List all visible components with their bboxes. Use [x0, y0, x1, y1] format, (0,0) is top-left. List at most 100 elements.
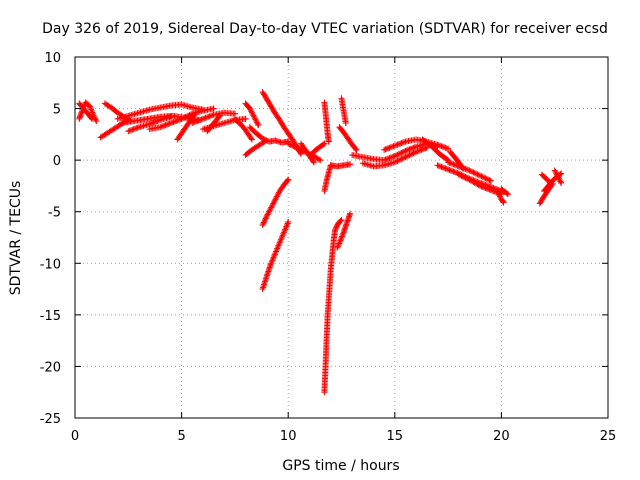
- data-point: [442, 144, 449, 151]
- data-point: [248, 136, 255, 143]
- data-point: [553, 170, 560, 177]
- data-point: [555, 174, 562, 181]
- data-point: [406, 146, 413, 153]
- x-tick-label: 10: [280, 429, 297, 444]
- data-point: [552, 168, 559, 175]
- data-point: [494, 188, 501, 195]
- data-point: [190, 112, 197, 119]
- data-point: [194, 117, 201, 124]
- data-point: [435, 162, 442, 169]
- data-point: [434, 162, 441, 169]
- data-point: [177, 116, 184, 123]
- data-point: [447, 160, 454, 167]
- data-point: [446, 159, 453, 166]
- data-point: [268, 204, 275, 211]
- series-arc-am: [498, 186, 511, 198]
- data-point: [271, 252, 278, 259]
- data-point: [394, 151, 401, 158]
- data-point: [248, 135, 255, 142]
- data-point: [79, 108, 86, 115]
- x-tick-label: 15: [387, 429, 404, 444]
- series-arc-b: [76, 99, 100, 124]
- data-point: [264, 211, 271, 218]
- data-point: [445, 159, 452, 166]
- data-point: [414, 148, 421, 155]
- data-point: [467, 168, 474, 175]
- data-point: [269, 257, 276, 264]
- data-point: [88, 107, 95, 114]
- data-point: [471, 170, 478, 177]
- data-point: [272, 249, 279, 256]
- data-point: [273, 193, 280, 200]
- data-point: [332, 225, 339, 232]
- data-point: [267, 205, 274, 212]
- data-point: [315, 156, 322, 163]
- data-point: [473, 170, 480, 177]
- data-point: [457, 172, 464, 179]
- data-point: [263, 212, 270, 219]
- data-point: [268, 260, 275, 267]
- data-point: [347, 210, 354, 217]
- data-point: [126, 127, 133, 134]
- series-arc-k: [199, 115, 249, 133]
- data-point: [401, 154, 408, 161]
- data-point: [161, 122, 168, 129]
- data-point: [337, 236, 344, 243]
- data-point: [289, 142, 296, 149]
- data-point: [317, 157, 324, 164]
- data-point: [393, 152, 400, 159]
- data-point: [386, 155, 393, 162]
- data-point: [398, 140, 405, 147]
- data-point: [276, 239, 283, 246]
- data-point: [167, 113, 174, 120]
- data-point: [475, 171, 482, 178]
- data-point: [268, 203, 275, 210]
- data-point: [162, 122, 169, 129]
- data-point: [382, 146, 389, 153]
- series-arc-ae: [359, 144, 430, 170]
- data-point: [462, 174, 469, 181]
- data-point: [198, 116, 205, 123]
- data-point: [274, 245, 281, 252]
- data-point: [251, 113, 258, 120]
- data-point: [443, 145, 450, 152]
- data-point: [275, 242, 282, 249]
- data-point: [87, 104, 94, 111]
- data-point: [395, 151, 402, 158]
- series-arc-s: [259, 219, 292, 293]
- data-point: [181, 114, 188, 121]
- data-point: [401, 148, 408, 155]
- data-point: [295, 145, 302, 152]
- data-point: [470, 169, 477, 176]
- data-point: [150, 119, 157, 126]
- series-arc-ap: [538, 171, 554, 186]
- data-point: [268, 258, 275, 265]
- data-point: [262, 216, 269, 223]
- data-point: [393, 158, 400, 165]
- data-point: [197, 116, 204, 123]
- y-tick-label: -20: [40, 360, 61, 375]
- plot-frame: [74, 56, 609, 419]
- data-point: [496, 193, 503, 200]
- data-point: [253, 119, 260, 126]
- series-arc-aj: [447, 148, 467, 172]
- data-point: [191, 118, 198, 125]
- data-point: [386, 144, 393, 151]
- data-point: [446, 166, 453, 173]
- data-point: [260, 136, 267, 143]
- data-point: [210, 105, 217, 112]
- data-point: [290, 143, 297, 150]
- data-point: [273, 194, 280, 201]
- data-point: [478, 183, 485, 190]
- data-point: [474, 171, 481, 178]
- data-point: [554, 172, 561, 179]
- data-point: [485, 186, 492, 193]
- data-point: [262, 215, 269, 222]
- data-point: [272, 196, 279, 203]
- data-point: [129, 126, 136, 133]
- series-arc-ac: [338, 95, 349, 127]
- data-point: [418, 146, 425, 153]
- data-point: [477, 182, 484, 189]
- data-point: [163, 121, 170, 128]
